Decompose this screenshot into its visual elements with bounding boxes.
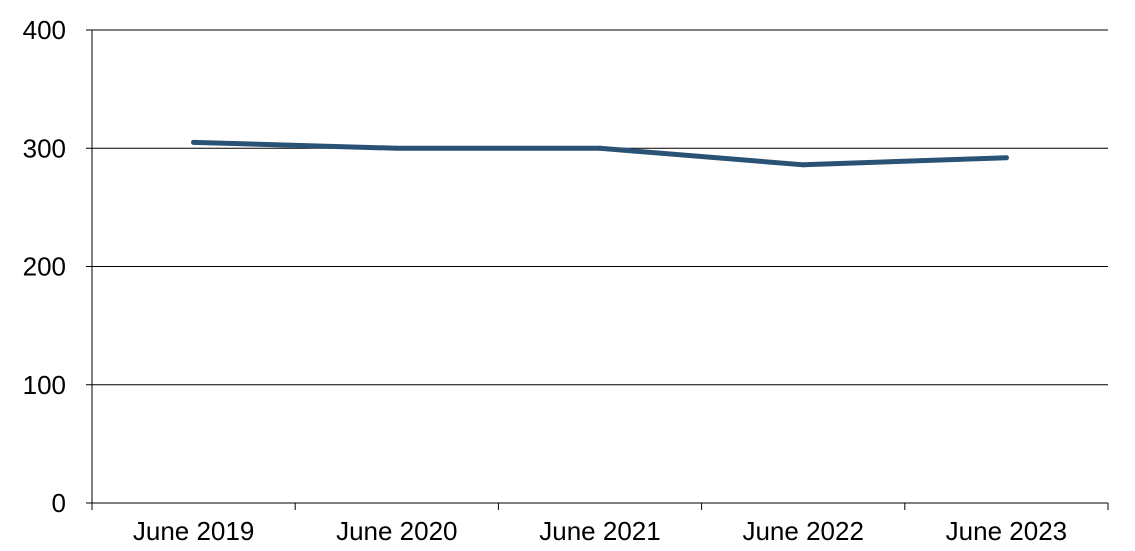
y-tick-label: 300 — [23, 133, 66, 163]
y-axis-tick-labels: 0 100 200 300 400 — [23, 15, 66, 518]
data-point — [597, 145, 603, 151]
x-tick-label: June 2020 — [336, 516, 457, 546]
y-tick-label: 200 — [23, 252, 66, 282]
y-tick-label: 0 — [52, 488, 66, 518]
data-point — [394, 145, 400, 151]
x-tick-label: June 2019 — [133, 516, 254, 546]
y-tick-label: 400 — [23, 15, 66, 45]
gridlines — [92, 29, 1108, 386]
data-point — [800, 162, 806, 168]
series-line-0 — [191, 139, 1009, 168]
x-tick-label: June 2023 — [946, 516, 1067, 546]
series-group — [191, 139, 1009, 168]
data-point — [1003, 155, 1009, 161]
data-point — [191, 139, 197, 145]
x-tick-label: June 2021 — [539, 516, 660, 546]
y-tick-label: 100 — [23, 370, 66, 400]
axes — [86, 29, 1109, 510]
x-tick-label: June 2022 — [742, 516, 863, 546]
x-axis-tick-labels: June 2019 June 2020 June 2021 June 2022 June… — [133, 516, 1067, 546]
